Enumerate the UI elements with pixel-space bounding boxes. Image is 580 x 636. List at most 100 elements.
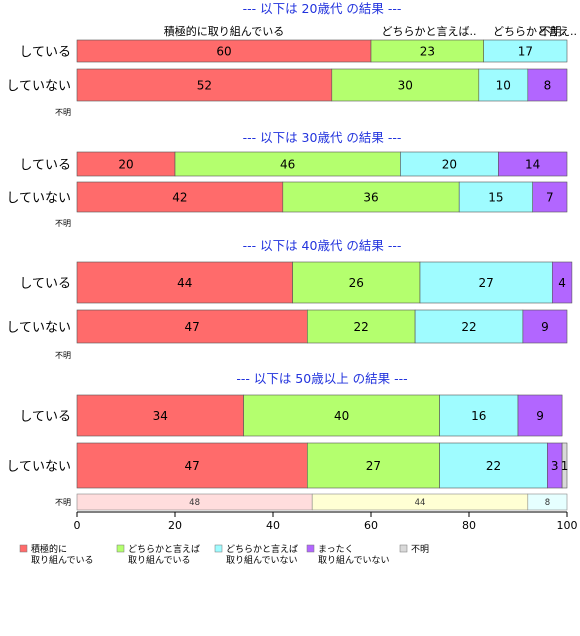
x-tick-label: 40 [266,519,280,532]
bar-value-label: 10 [496,79,511,93]
bar-value-label: 42 [172,191,187,205]
bar-segment [174,151,401,177]
bar-value-label: 22 [354,320,369,334]
bar-value-label: 20 [118,158,133,172]
bar-value-label: 60 [216,45,231,59]
bar-value-label: 15 [488,191,503,205]
bar-segment [243,394,440,437]
legend-swatch [214,544,223,553]
bar-value-label: 20 [442,158,457,172]
bar-value-label: 27 [479,276,494,290]
bar-value-label: 40 [334,409,349,423]
legend-item: 積極的に取り組んでいる [19,543,94,566]
unknown-row-label: 不明 [55,351,71,360]
bar-segment [439,394,519,437]
legend-swatch [306,544,315,553]
bar-value-label: 47 [185,459,200,473]
group-1: --- 以下は 30歳代 の結果 --- している 20 46 20 14 していない 42 3… [6,130,568,228]
row-label: している [19,158,71,173]
unknown-row-label: 不明 [55,108,71,117]
legend-label: 取り組んでいる [128,554,191,566]
x-axis: 0 20 40 60 80 100 [74,511,578,532]
bar-value-label: 22 [486,459,501,473]
legend-label: どちらかと言えば [226,543,298,555]
group-title: --- 以下は 50歳以上 の結果 --- [236,371,407,386]
bar-segment [76,261,293,304]
bar-value-label: 8 [544,79,552,93]
x-tick-label: 80 [462,519,476,532]
category-header-1: どちらかと言えば.. [382,25,477,38]
bar-segment [306,442,440,489]
row-label: している [19,277,71,292]
bar-value-label: 36 [363,191,378,205]
bar-segment [76,394,244,437]
bar-value-label: 34 [153,409,168,423]
legend-swatch [399,544,408,553]
bar-value-label: 44 [177,276,192,290]
row-label: していない [6,460,71,475]
bar-value-label: 7 [546,191,554,205]
bar-value-label: 46 [280,158,295,172]
bar-segment [458,181,534,213]
group-3: --- 以下は 50歳以上 の結果 --- している 34 40 16 9 していない 47 2… [6,371,568,511]
bar-value-label: 27 [366,459,381,473]
bar-segment [483,39,568,63]
unknown-bar-segment [527,493,568,511]
legend-label: どちらかと言えば [128,543,200,555]
bar-segment [527,68,568,102]
bar-segment [414,309,524,344]
bar-value-label: 14 [525,158,540,172]
x-tick-label: 0 [74,519,81,532]
bar-value-label: 30 [398,79,413,93]
row-label: していない [6,191,71,206]
legend-swatch [19,544,28,553]
group-2: --- 以下は 40歳代 の結果 --- している 44 26 27 4 していない 47 22… [6,238,573,360]
unknown-bar-value-label: 44 [415,498,426,508]
bar-segment [76,181,284,213]
legend-label: 取り組んでいない [318,554,390,566]
bar-value-label: 9 [536,409,544,423]
bar-segment [551,261,573,304]
group-title: --- 以下は 20歳代 の結果 --- [243,1,402,16]
bar-value-label: 17 [518,45,533,59]
bar-segment [76,309,308,344]
legend-label: まったく [318,544,354,555]
category-header-3: 不明. [540,25,566,38]
unknown-bar-value-label: 8 [545,498,550,508]
group-0: --- 以下は 20歳代 の結果 --- している 60 23 17 していない 52 30 1… [6,1,568,117]
bar-segment [517,394,563,437]
bar-value-label: 16 [471,409,486,423]
bar-value-label: 23 [420,45,435,59]
bar-segment [439,442,548,489]
bar-segment [76,442,308,489]
chart-groups: --- 以下は 20歳代 の結果 --- している 60 23 17 していない 52 30 1… [6,1,573,511]
category-header-2: どちらかと言え.. [493,25,577,38]
x-tick-label: 60 [364,519,378,532]
bar-segment [400,151,499,177]
bar-value-label: 26 [349,276,364,290]
legend-label: 取り組んでいる [31,554,94,566]
category-header-0: 積極的に取り組んでいる [164,24,284,38]
unknown-bar-value-label: 48 [189,498,200,508]
legend: 積極的に取り組んでいるどちらかと言えば取り組んでいるどちらかと言えば取り組んでい… [19,543,429,566]
bar-segment [522,309,568,344]
bar-segment [419,261,553,304]
bar-segment [292,261,421,304]
legend-swatch [116,544,125,553]
group-title: --- 以下は 30歳代 の結果 --- [243,130,402,145]
legend-label: 取り組んでいない [226,554,298,566]
bar-segment [498,151,568,177]
unknown-row-label: 不明 [55,498,71,507]
bar-segment [532,181,568,213]
bar-value-label: 52 [197,79,212,93]
bar-value-label: 22 [461,320,476,334]
bar-value-label: 4 [558,276,566,290]
row-label: していない [6,79,71,94]
bar-segment [306,309,416,344]
bar-value-label: 9 [541,320,549,334]
bar-segment [282,181,460,213]
